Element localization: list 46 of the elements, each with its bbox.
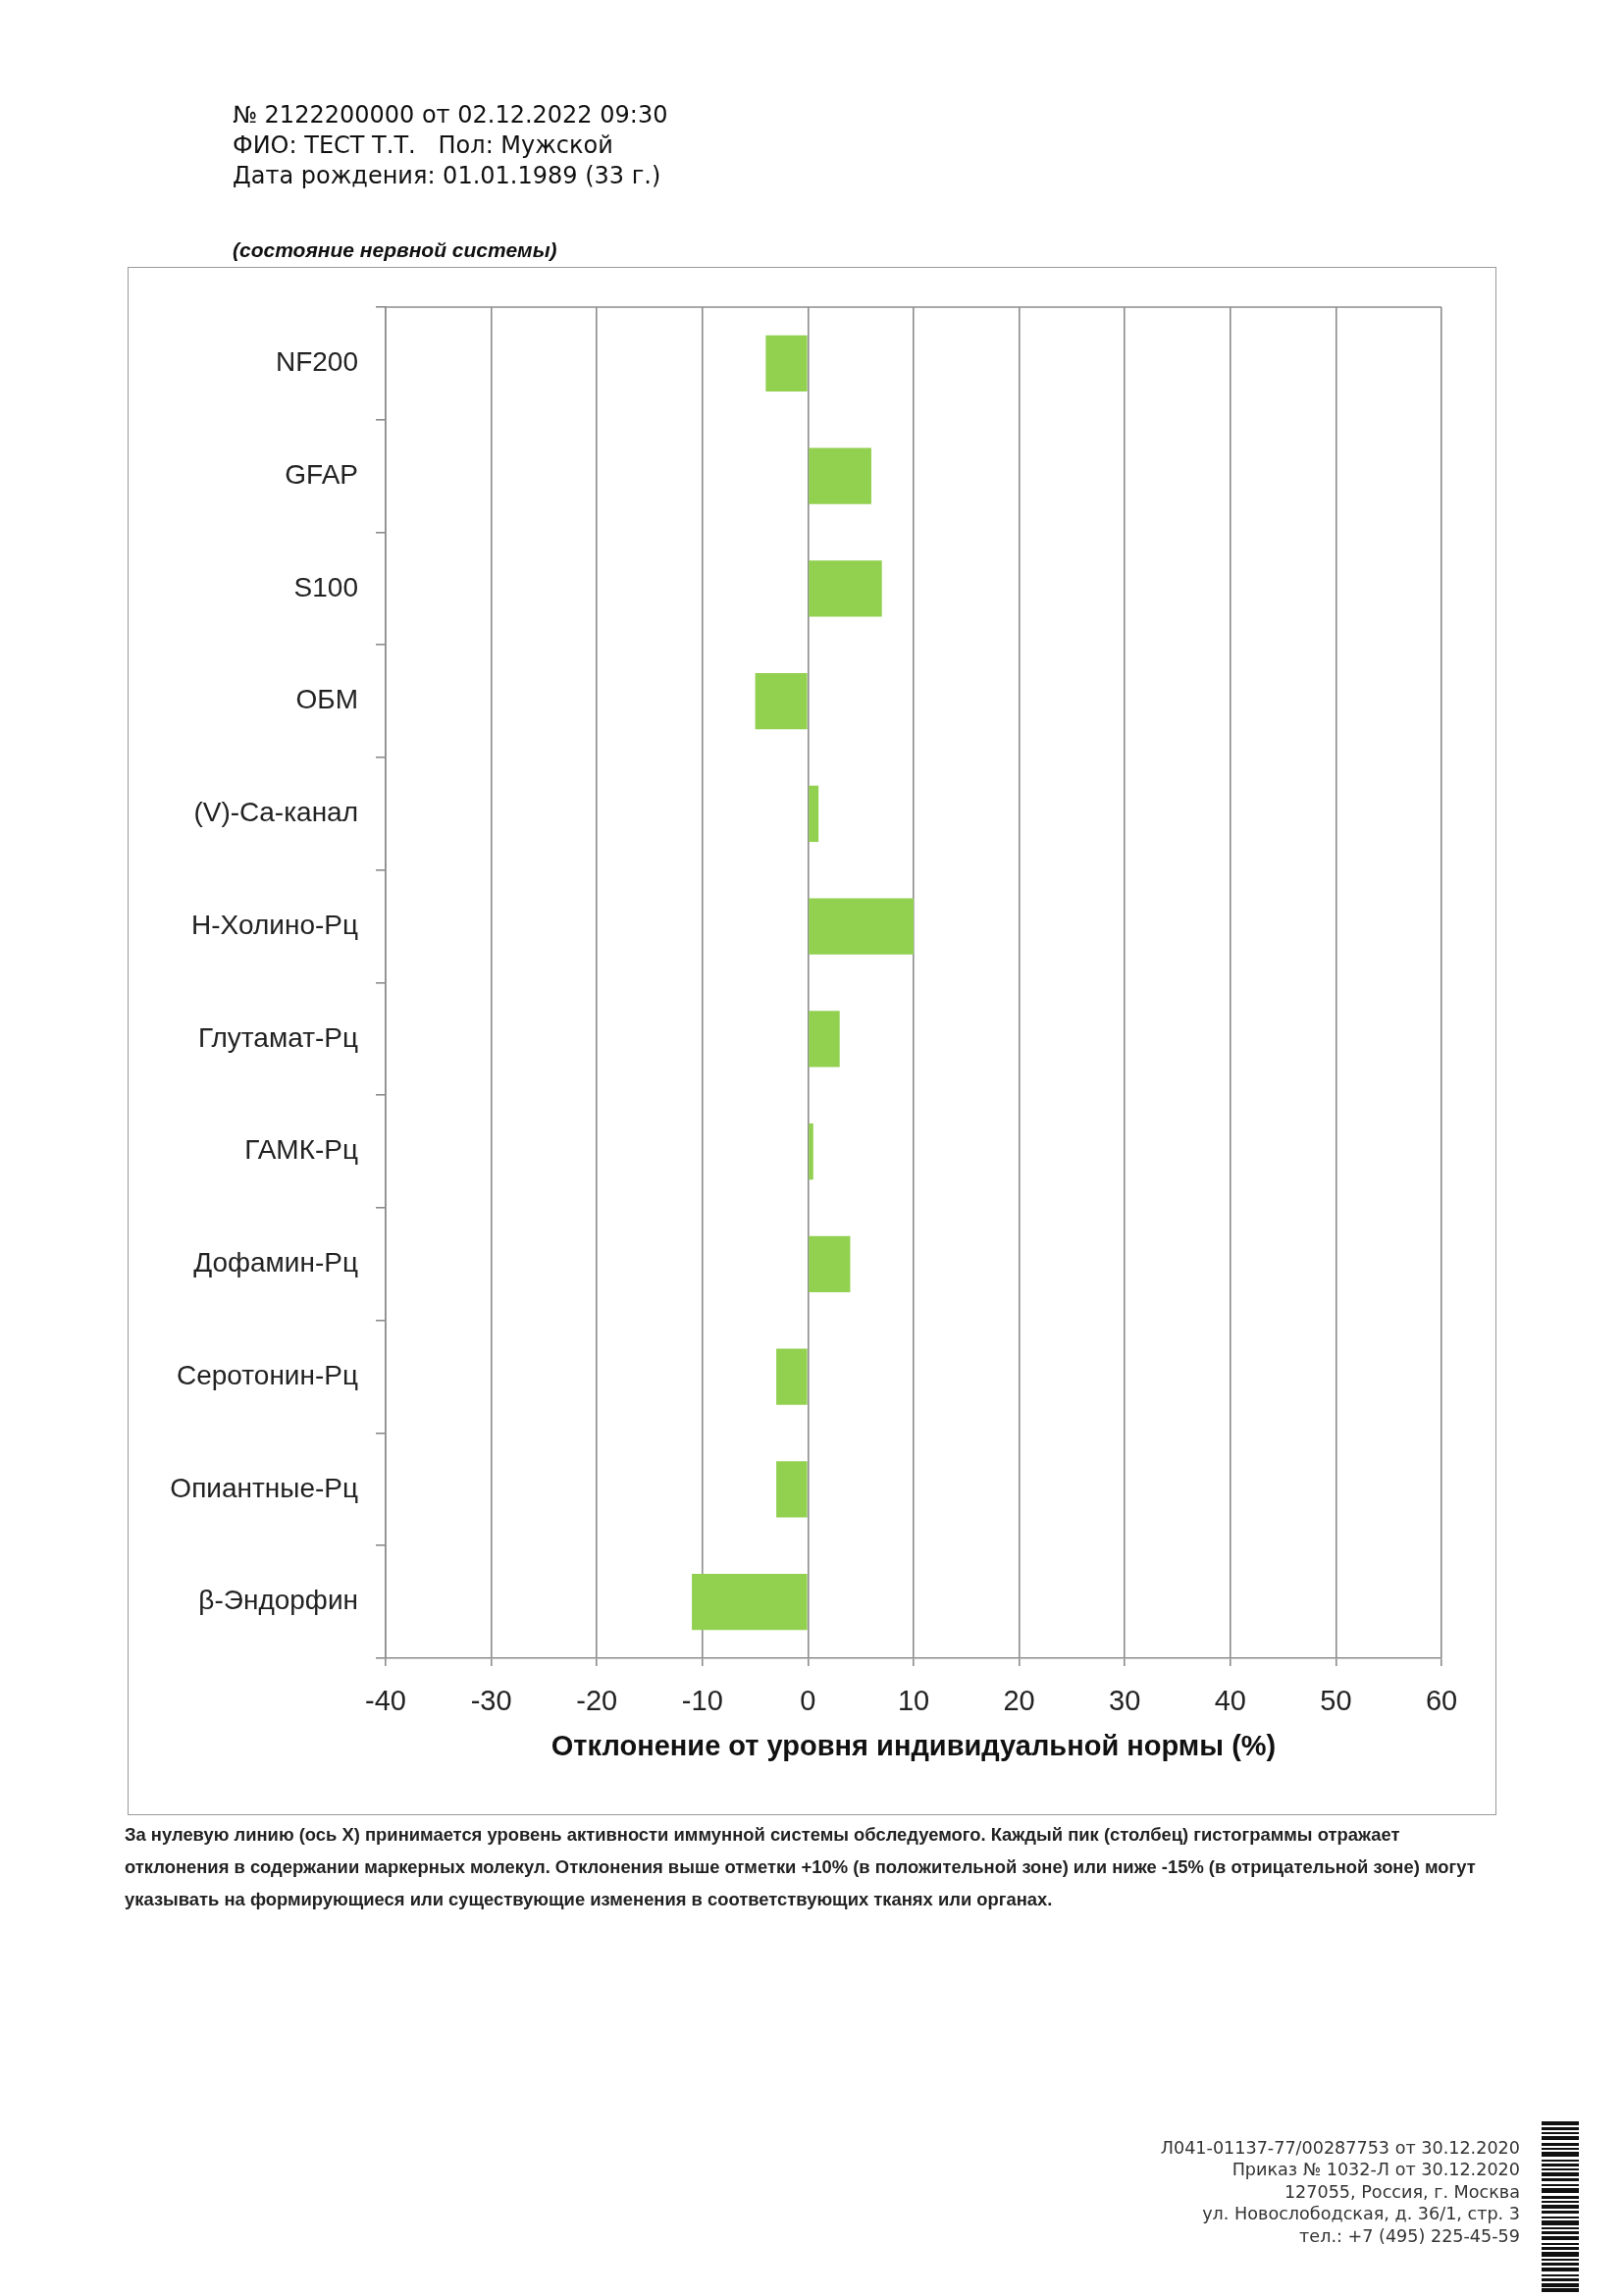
y-tick-label: Опиантные-Рц bbox=[170, 1472, 358, 1503]
y-tick-label: Серотонин-Рц bbox=[176, 1359, 358, 1390]
y-tick-label: (V)-Ca-канал bbox=[193, 797, 358, 828]
y-tick-label: NF200 bbox=[275, 346, 358, 378]
bar bbox=[809, 785, 819, 843]
x-tick-label: 50 bbox=[1320, 1685, 1352, 1717]
y-tick-label: GFAP bbox=[285, 458, 358, 490]
bar bbox=[809, 898, 914, 955]
x-tick-label: -40 bbox=[365, 1685, 406, 1717]
text: Приказ № 1032-Л от 30.12.2020 bbox=[1231, 2159, 1520, 2181]
x-tick-label: 0 bbox=[800, 1685, 816, 1717]
y-tick-label: ГАМК-Рц bbox=[244, 1134, 358, 1166]
x-tick-label: 60 bbox=[1425, 1685, 1458, 1717]
y-tick-label: Н-Холино-Рц bbox=[191, 909, 358, 940]
bar bbox=[809, 1122, 813, 1180]
bar bbox=[755, 672, 808, 730]
x-tick-label: 40 bbox=[1214, 1685, 1246, 1717]
y-tick-label: S100 bbox=[293, 571, 358, 602]
bar bbox=[809, 560, 882, 617]
bar bbox=[776, 1348, 808, 1405]
x-tick-label: -20 bbox=[576, 1685, 618, 1717]
chart-title: (состояние нервной системы) bbox=[233, 238, 557, 262]
x-tick-label: 10 bbox=[897, 1685, 930, 1717]
text: За нулевую линию (ось X) принимается уровень активности иммунной системы обследуемого. Каждый пик (столбец) гистограммы отражает отклонения в содержании маркерных молекул. Отклонения выше отметки +10% (в положительной зоне) или ниже -15% (в отрицательной зоне) могут указывать на формирующиеся или существующие изменения в соответствующих тканях или органах. bbox=[125, 1823, 1477, 1911]
y-tick-label: Дофамин-Рц bbox=[193, 1247, 358, 1278]
y-tick-label: ОБМ bbox=[295, 684, 358, 715]
y-tick-label: β-Эндорфин bbox=[198, 1585, 358, 1616]
bar bbox=[776, 1461, 808, 1518]
x-tick-label: -30 bbox=[470, 1685, 512, 1717]
y-tick-label: Глутамат-Рц bbox=[197, 1021, 358, 1053]
x-axis-title: Отклонение от уровня индивидуальной нормы (%) bbox=[550, 1729, 1277, 1761]
bar bbox=[692, 1573, 808, 1631]
text: ул. Новослободская, д. 36/1, стр. 3 bbox=[1201, 2203, 1520, 2225]
text: тел.: +7 (495) 225-45-59 bbox=[1298, 2224, 1520, 2248]
text: 127055, Россия, г. Москва bbox=[1283, 2180, 1520, 2204]
x-tick-label: 30 bbox=[1109, 1685, 1141, 1717]
bar bbox=[809, 1011, 840, 1068]
x-tick-label: -10 bbox=[681, 1685, 723, 1717]
text: Дата рождения: 01.01.1989 (33 г.) bbox=[233, 161, 662, 191]
bar bbox=[765, 335, 808, 392]
bar bbox=[809, 1235, 851, 1293]
text: ФИО: ТЕСТ Т.Т. Пол: Мужской bbox=[233, 130, 614, 161]
bar bbox=[809, 447, 871, 504]
text: № 2122200000 от 02.12.2022 09:30 bbox=[233, 100, 668, 130]
x-tick-label: 20 bbox=[1003, 1685, 1035, 1717]
text: Л041-01137-77/00287753 от 30.12.2020 bbox=[1160, 2137, 1520, 2160]
